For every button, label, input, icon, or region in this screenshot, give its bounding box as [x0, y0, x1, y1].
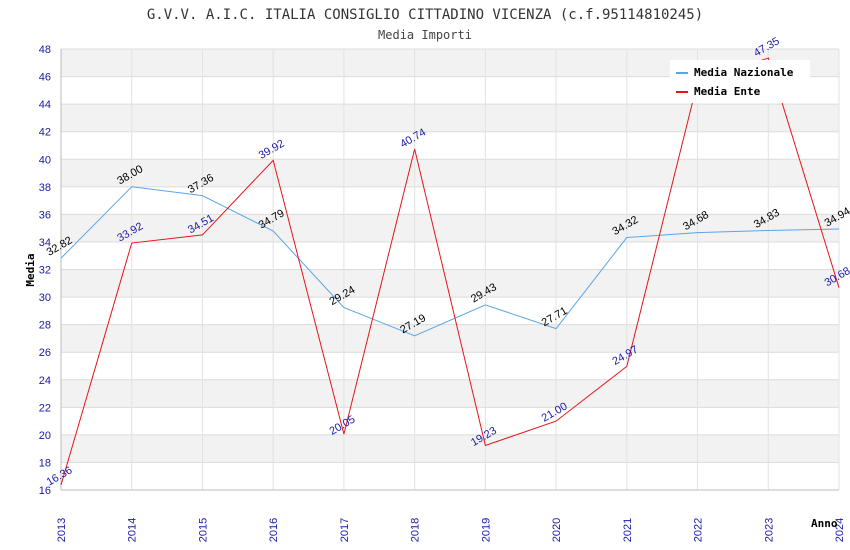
y-tick-label: 24: [39, 375, 51, 387]
y-tick-label: 36: [39, 209, 51, 221]
x-tick-label: 2016: [268, 518, 280, 542]
chart-subtitle: Media Importi: [378, 28, 472, 42]
y-tick-label: 16: [39, 485, 51, 497]
axes: [60, 49, 839, 491]
x-tick-label: 2018: [410, 518, 422, 542]
y-tick-label: 38: [39, 182, 51, 194]
y-axis-ticks: 16 18 20 22 24 26 28 30 32 34 36 38 40 42 44 46 48: [39, 44, 51, 497]
grid-band: [61, 434, 839, 463]
grid-band: [61, 159, 839, 187]
y-tick-label: 40: [39, 154, 51, 166]
legend: Media Nazionale Media Ente: [670, 60, 810, 103]
y-tick-label: 32: [39, 265, 51, 277]
x-axis-label: Anno: [811, 517, 838, 530]
y-tick-label: 30: [39, 292, 51, 304]
grid-band: [61, 269, 839, 298]
x-tick-label: 2023: [763, 518, 775, 542]
y-tick-label: 26: [39, 347, 51, 359]
grid-band: [61, 324, 839, 353]
data-label-media-ente: 20.05: [327, 414, 357, 438]
y-tick-label: 42: [39, 127, 51, 139]
x-tick-label: 2013: [56, 518, 68, 542]
legend-label: Media Ente: [694, 85, 761, 98]
y-tick-label: 20: [39, 430, 51, 442]
grid-bands: [61, 49, 839, 463]
chart-title: G.V.V. A.I.C. ITALIA CONSIGLIO CITTADINO…: [147, 7, 703, 23]
y-tick-label: 28: [39, 320, 51, 332]
data-label-media-ente: 39.92: [257, 138, 287, 162]
grid-band: [61, 214, 839, 242]
y-axis-label: Media: [24, 253, 37, 286]
legend-box: [670, 60, 810, 103]
x-axis-ticks: 2013 2014 2015 2016 2017 2018 2019 2020 2021 2022…: [56, 518, 846, 542]
x-tick-label: 2024: [834, 518, 846, 542]
y-tick-label: 22: [39, 402, 51, 414]
x-tick-label: 2019: [480, 518, 492, 542]
x-tick-label: 2021: [622, 518, 634, 542]
x-tick-label: 2015: [197, 518, 209, 542]
x-tick-label: 2022: [693, 518, 705, 542]
legend-label: Media Nazionale: [694, 66, 794, 79]
x-tick-label: 2017: [339, 518, 351, 542]
y-tick-label: 44: [39, 99, 51, 111]
y-tick-label: 46: [39, 72, 51, 84]
y-tick-label: 48: [39, 44, 51, 56]
x-tick-label: 2020: [551, 518, 563, 542]
y-tick-label: 34: [39, 237, 51, 249]
x-tick-label: 2014: [127, 518, 139, 542]
grid-band: [61, 379, 839, 408]
y-tick-label: 18: [39, 457, 51, 469]
series-line-media-nazionale: [60, 186, 840, 337]
grid-band: [61, 104, 839, 132]
